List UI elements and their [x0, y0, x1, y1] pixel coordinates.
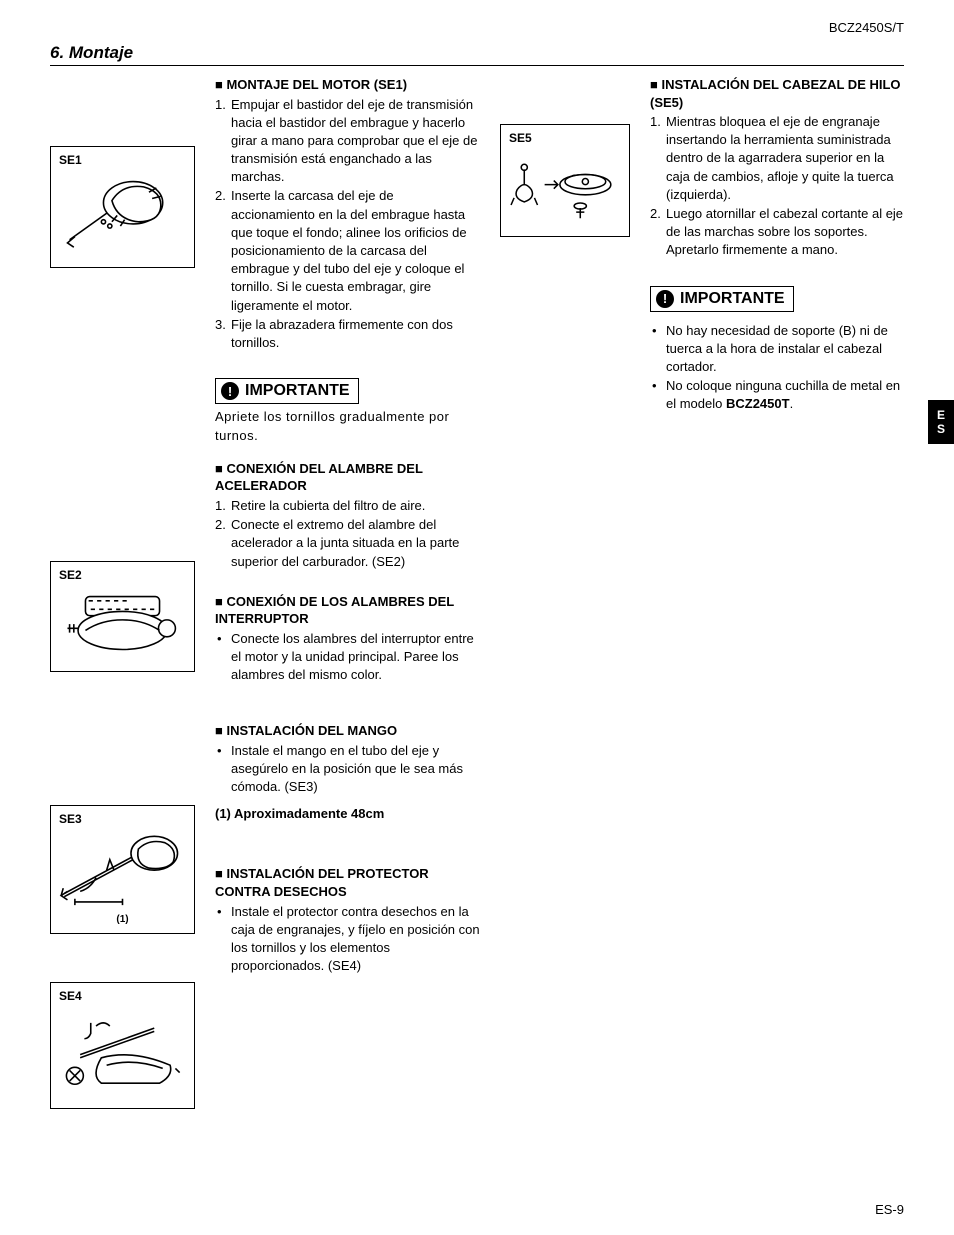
heading-protector: INSTALACIÓN DEL PROTECTOR CONTRA DESECHO…: [215, 865, 480, 900]
figure-se2-label: SE2: [59, 568, 186, 582]
heading-motor: MONTAJE DEL MOTOR (SE1): [215, 76, 480, 94]
bullet-imp-r-1: No hay necesidad de soporte (B) ni de tu…: [666, 322, 904, 377]
list-motor-1: Empujar el bastidor del eje de transmisi…: [231, 96, 480, 187]
heading-cabezal: INSTALACIÓN DEL CABEZAL DE HILO (SE5): [650, 76, 904, 111]
figure-se1-illustration: [59, 171, 186, 256]
figure-se3-label: SE3: [59, 812, 186, 826]
bullet-mango-1: Instale el mango en el tubo del eje y as…: [231, 742, 480, 797]
text-column-mid: MONTAJE DEL MOTOR (SE1) 1.Empujar el bas…: [215, 76, 480, 1127]
list-motor: 1.Empujar el bastidor del eje de transmi…: [215, 96, 480, 353]
list-importante-right: No hay necesidad de soporte (B) ni de tu…: [650, 322, 904, 414]
heading-mango: INSTALACIÓN DEL MANGO: [215, 722, 480, 740]
figure-se1: SE1: [50, 146, 195, 268]
figure-se4-illustration: [59, 1007, 186, 1097]
exclaim-icon: !: [221, 382, 239, 400]
page-number: ES-9: [875, 1202, 904, 1217]
figure-column-mid: SE5: [500, 76, 630, 1127]
figure-se1-label: SE1: [59, 153, 186, 167]
list-cabezal: 1.Mientras bloquea el eje de engranaje i…: [650, 113, 904, 260]
list-acel-2: Conecte el extremo del alambre del acele…: [231, 516, 480, 571]
figure-se3: SE3 (1): [50, 805, 195, 934]
list-cab-2: Luego atornillar el cabezal cortante al …: [666, 205, 904, 260]
language-tab: E S: [928, 400, 954, 444]
tab-s: S: [937, 422, 945, 436]
figure-se5: SE5: [500, 124, 630, 237]
exclaim-icon: !: [656, 290, 674, 308]
list-acelerador: 1.Retire la cubierta del filtro de aire.…: [215, 497, 480, 571]
list-motor-3: Fije la abrazadera firmemente con dos to…: [231, 316, 480, 352]
figure-se5-label: SE5: [509, 131, 621, 145]
heading-interruptor: CONEXIÓN DE LOS ALAMBRES DEL INTERRUPTOR: [215, 593, 480, 628]
figure-se2-illustration: [59, 586, 186, 660]
figure-se5-illustration: [509, 149, 621, 225]
importante-text-left: Apriete los tornillos gradualmente por t…: [215, 408, 480, 446]
text-column-right: INSTALACIÓN DEL CABEZAL DE HILO (SE5) 1.…: [650, 76, 904, 1127]
list-motor-2: Inserte la carcasa del eje de accionamie…: [231, 187, 480, 314]
bullet-interr-1: Conecte los alambres del interruptor ent…: [231, 630, 480, 685]
list-cab-1: Mientras bloquea el eje de engranaje ins…: [666, 113, 904, 204]
figure-column-left: SE1 SE2: [50, 76, 195, 1127]
importante-label-right: IMPORTANTE: [680, 290, 785, 308]
figure-se3-illustration: [59, 830, 186, 909]
list-protector: Instale el protector contra desechos en …: [215, 903, 480, 976]
tab-e: E: [937, 408, 945, 422]
figure-se4: SE4: [50, 982, 195, 1109]
list-mango: Instale el mango en el tubo del eje y as…: [215, 742, 480, 797]
note-48cm: (1) Aproximadamente 48cm: [215, 806, 480, 821]
list-interruptor: Conecte los alambres del interruptor ent…: [215, 630, 480, 685]
importante-box-right: ! IMPORTANTE: [650, 286, 794, 312]
figure-se4-label: SE4: [59, 989, 186, 1003]
header-model: BCZ2450S/T: [50, 20, 904, 35]
content-columns: SE1 SE2: [50, 76, 904, 1127]
heading-acelerador: CONEXIÓN DEL ALAMBRE DEL ACELERADOR: [215, 460, 480, 495]
importante-box-left: ! IMPORTANTE: [215, 378, 359, 404]
bullet-imp-r-2: No coloque ninguna cuchilla de metal en …: [666, 377, 904, 413]
list-acel-1: Retire la cubierta del filtro de aire.: [231, 497, 425, 515]
section-title: 6. Montaje: [50, 43, 904, 66]
importante-label-left: IMPORTANTE: [245, 382, 350, 400]
bullet-prot-1: Instale el protector contra desechos en …: [231, 903, 480, 976]
figure-se2: SE2: [50, 561, 195, 672]
figure-se3-caption: (1): [59, 914, 186, 925]
